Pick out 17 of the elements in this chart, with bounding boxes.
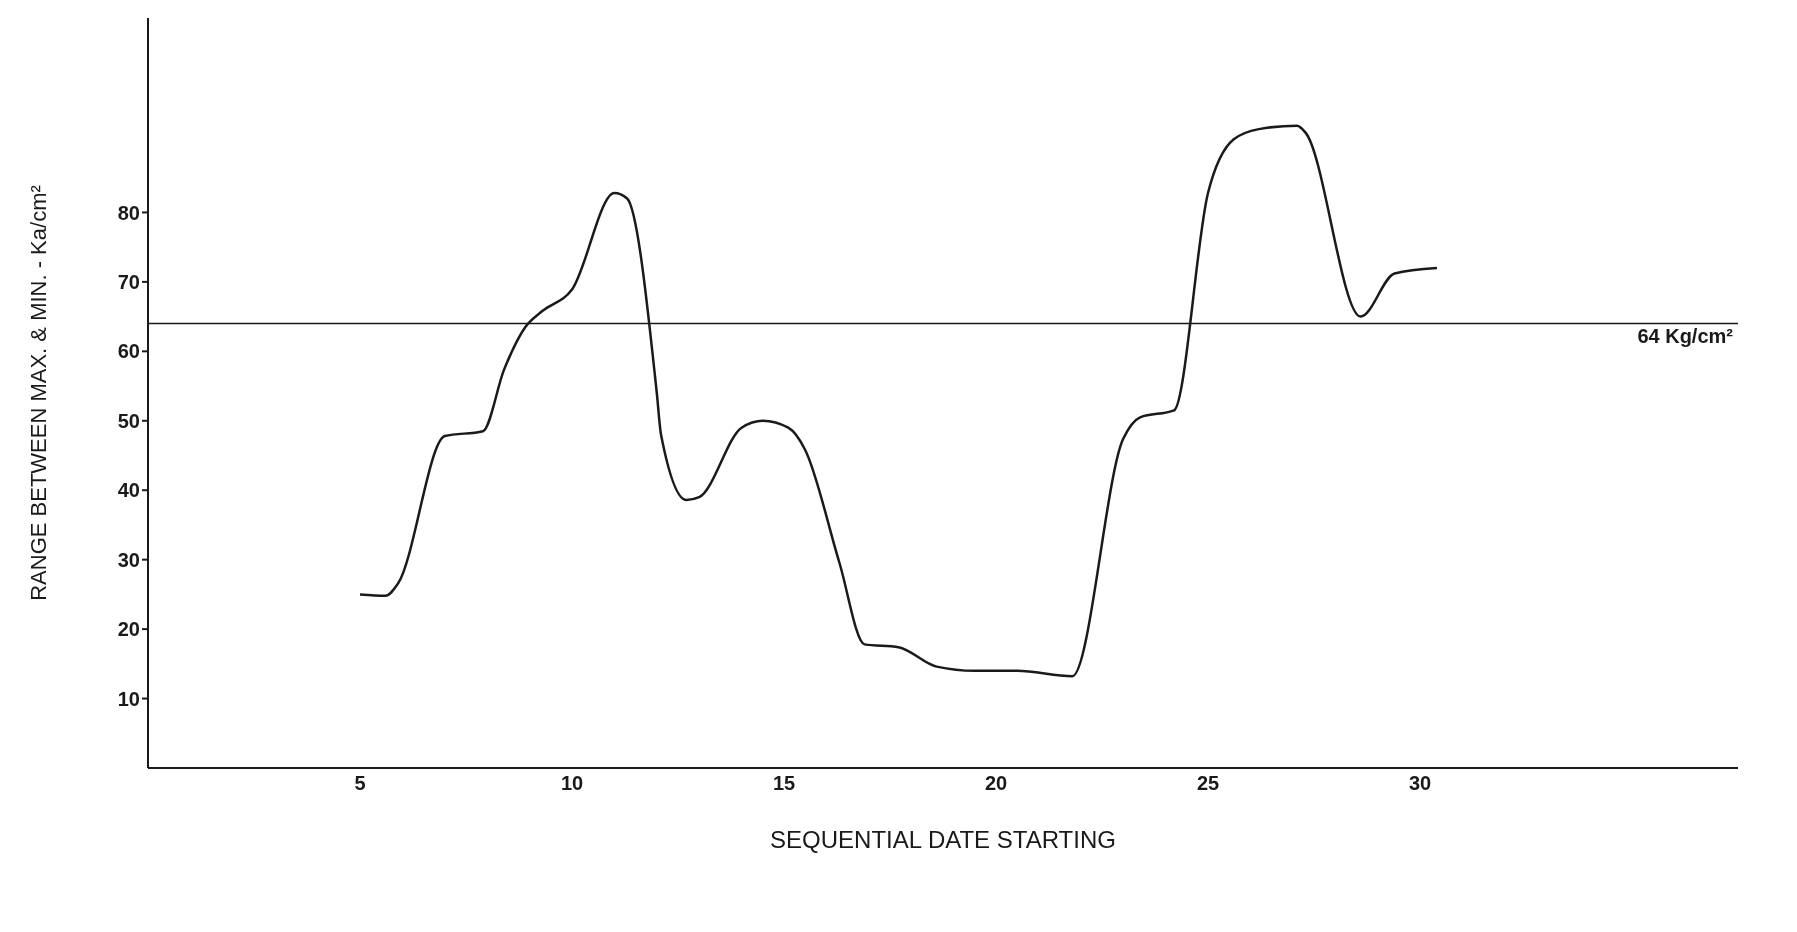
x-tick-label: 10 <box>560 772 584 795</box>
ref-line-label: 64 Kg/cm² <box>1637 324 1734 347</box>
x-tick-label: 30 <box>1408 772 1432 795</box>
x-tick-label: 15 <box>772 772 796 795</box>
y-tick-label: 20 <box>117 618 140 641</box>
y-axis-title: RANGE BETWEEN MAX. & MIN. - Ka/cm² <box>25 185 51 601</box>
y-tick-label: 30 <box>117 548 140 571</box>
y-tick-label: 40 <box>117 479 140 502</box>
y-tick-label: 50 <box>117 409 140 432</box>
x-tick-label: 25 <box>1196 772 1220 795</box>
x-axis-title: SEQUENTIAL DATE STARTING <box>770 826 1116 853</box>
x-tick-label: 20 <box>984 772 1008 795</box>
y-tick-label: 80 <box>117 201 140 224</box>
y-tick-label: 70 <box>117 270 140 293</box>
y-tick-label: 10 <box>117 687 140 710</box>
y-tick-label: 60 <box>117 340 140 363</box>
x-tick-label: 5 <box>354 772 366 795</box>
